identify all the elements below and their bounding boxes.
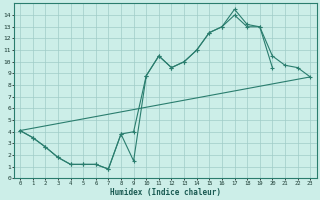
- X-axis label: Humidex (Indice chaleur): Humidex (Indice chaleur): [110, 188, 220, 197]
